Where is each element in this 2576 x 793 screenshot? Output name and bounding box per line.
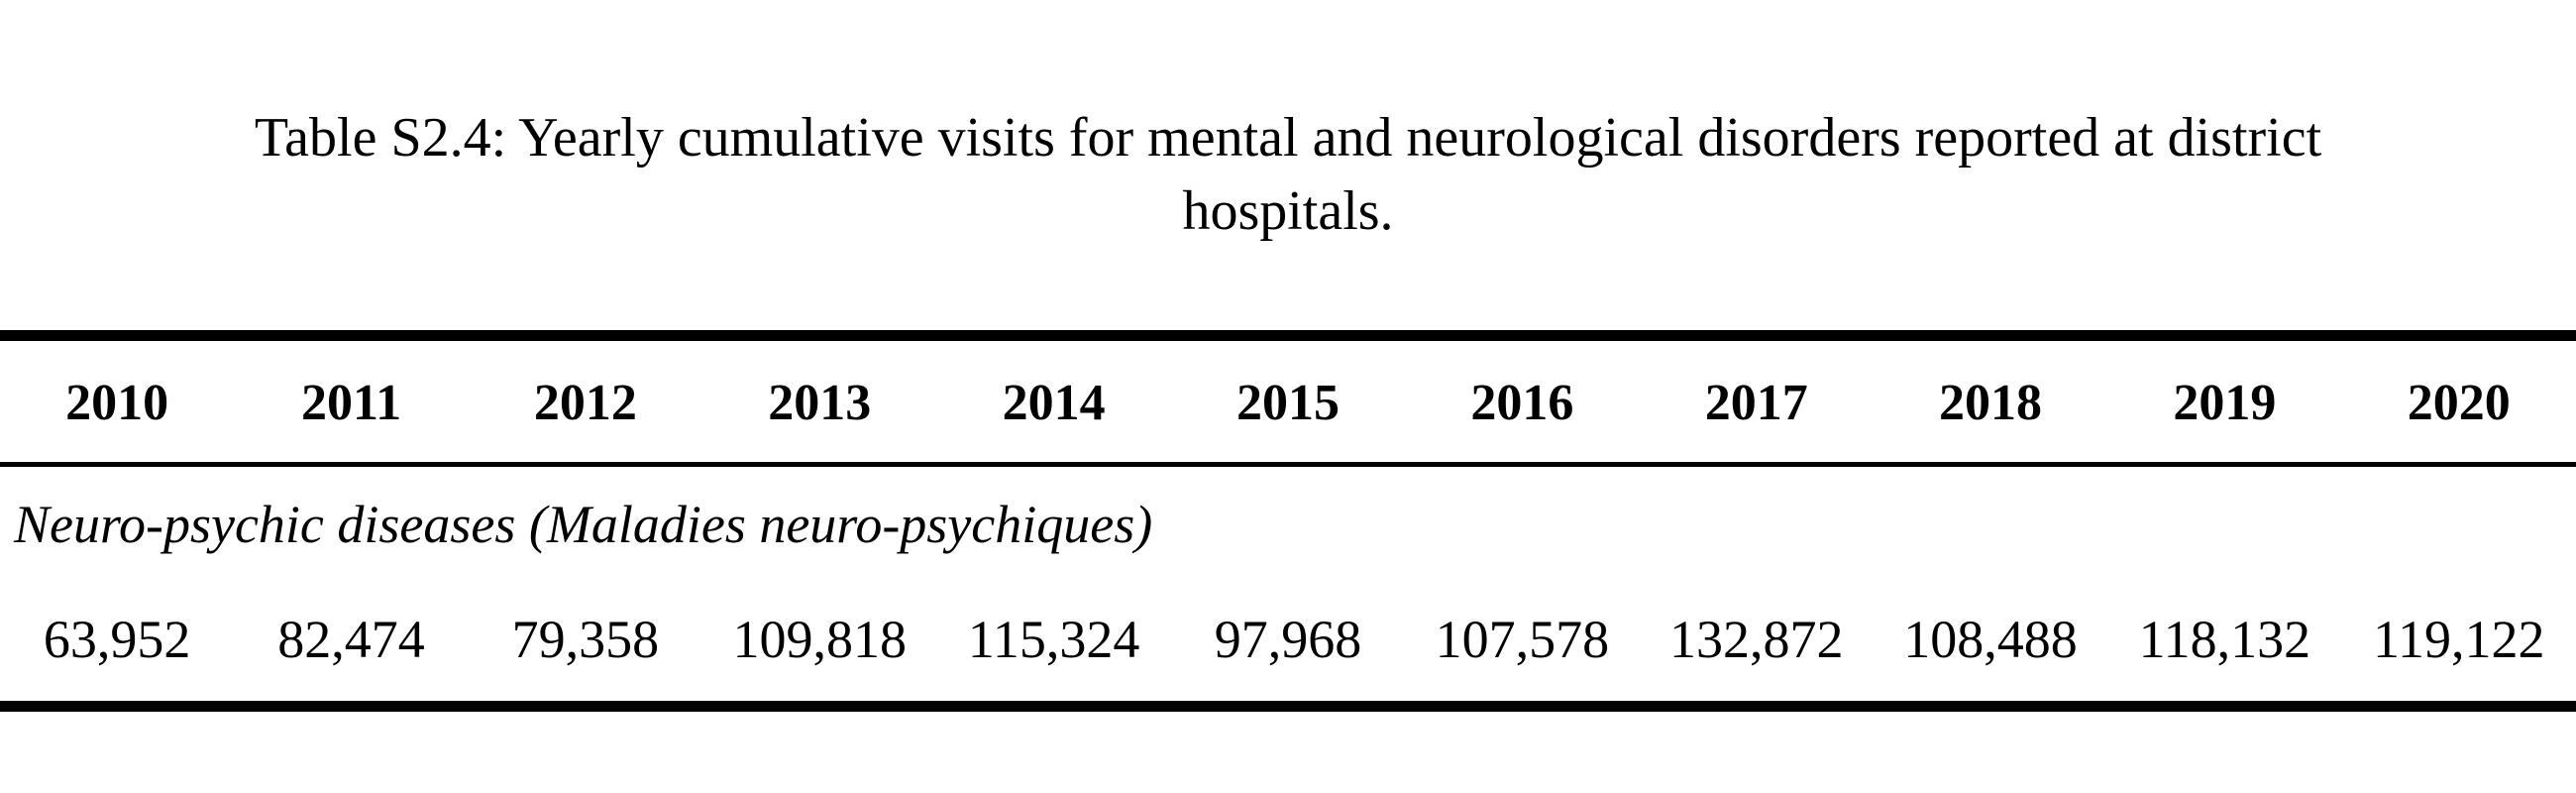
- table-header-rule: [0, 462, 2576, 467]
- column-header: 2010: [65, 375, 169, 431]
- column-header: 2020: [2407, 375, 2511, 431]
- column-header: 2016: [1470, 375, 1574, 431]
- section-label: Neuro-psychic diseases (Maladies neuro-p…: [14, 495, 1153, 554]
- table-cell: 107,578: [1435, 610, 1610, 669]
- table-header-row: 2010 2011 2012 2013 2014 2015 2016 2017 …: [0, 369, 2576, 438]
- caption-line-2: hospitals.: [1182, 180, 1394, 242]
- table-cell: 97,968: [1214, 610, 1362, 669]
- column-header: 2019: [2173, 375, 2277, 431]
- column-header: 2013: [768, 375, 872, 431]
- table-cell: 119,122: [2373, 610, 2545, 669]
- column-header: 2018: [1939, 375, 2043, 431]
- table-cell: 118,132: [2138, 610, 2311, 669]
- table-caption: Table S2.4: Yearly cumulative visits for…: [0, 101, 2576, 248]
- column-header: 2011: [300, 375, 402, 431]
- column-header: 2012: [533, 375, 637, 431]
- column-header: 2014: [1002, 375, 1106, 431]
- table-cell: 108,488: [1903, 610, 2078, 669]
- table-top-rule: [0, 330, 2576, 341]
- table-cell: 82,474: [277, 610, 425, 669]
- table-cell: 132,872: [1668, 610, 1844, 669]
- column-header: 2015: [1235, 375, 1340, 431]
- table-bottom-rule: [0, 701, 2576, 712]
- table-cell: 109,818: [732, 610, 908, 669]
- table-cell: 79,358: [511, 610, 660, 669]
- caption-line-1: Table S2.4: Yearly cumulative visits for…: [254, 107, 2322, 169]
- table-cell: 115,324: [967, 610, 1140, 669]
- table-row: 63,952 82,474 79,358 109,818 115,324 97,…: [0, 605, 2576, 674]
- column-header: 2017: [1704, 375, 1808, 431]
- table-cell: 63,952: [43, 610, 191, 669]
